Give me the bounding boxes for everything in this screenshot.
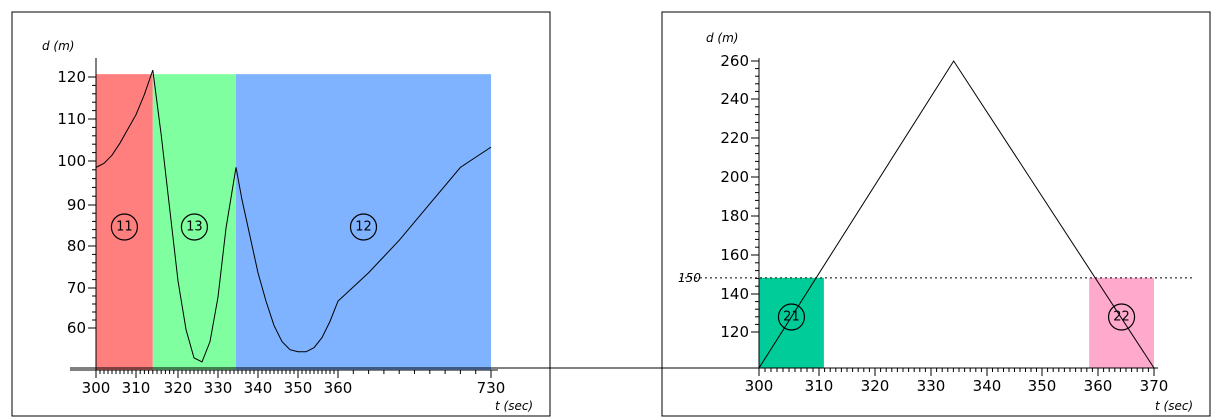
left-chart-region-marker-11 — [110, 213, 139, 241]
left-chart-y-tick-label: 80 — [67, 237, 86, 255]
right-chart-y-tick-label: 220 — [720, 129, 749, 147]
left-chart-x-axis-title: t (sec) — [495, 399, 533, 413]
left-chart-regions: 11 13 12 — [96, 74, 491, 370]
right-chart-region-marker-22 — [1107, 303, 1136, 331]
right-chart-reference-line-label: 150 — [678, 271, 701, 285]
left-chart-y-tick-label: 90 — [67, 196, 86, 214]
right-chart-x-tick-label: 350 — [1028, 377, 1057, 395]
left-chart-region-12 — [236, 74, 491, 370]
left-chart-region-label-11: 11 — [116, 220, 133, 235]
left-chart-axes: 300 310 320 330 340 350 360 730 60 70 80 90 100 110 12… — [57, 58, 505, 397]
left-chart-y-tick-label: 70 — [67, 279, 86, 297]
left-chart-y-tick-label: 110 — [57, 110, 86, 128]
right-chart-region-22 — [1089, 277, 1154, 368]
left-chart-region-label-12: 12 — [355, 220, 372, 235]
left-chart-region-marker-13 — [180, 213, 208, 241]
left-chart-region-13 — [152, 74, 236, 370]
right-panel-frame — [661, 11, 1211, 417]
right-chart-marks — [730, 60, 1155, 369]
right-chart-axes: 150 300 310 320 330 340 350 360 370 120 140 160 180 2… — [70, 52, 1192, 395]
right-chart-region-marker-21 — [777, 303, 806, 331]
right-chart-region-21 — [759, 277, 824, 368]
right-chart-y-axis-title: d (m) — [706, 31, 738, 45]
right-chart-y-tick-label: 200 — [720, 168, 749, 186]
right-chart-y-tick-label: 240 — [720, 90, 749, 108]
right-chart-x-tick-label: 370 — [1140, 377, 1169, 395]
right-chart-y-tick-label: 260 — [720, 52, 749, 70]
left-chart-y-tick-label: 100 — [57, 152, 86, 170]
left-chart: 11 13 12 300 310 320 330 340 350 360 730 60 70 80 90 1… — [42, 39, 533, 413]
right-chart-region-label-22: 22 — [1113, 310, 1130, 325]
left-chart-x-tick-label: 350 — [284, 379, 313, 397]
left-panel-frame — [11, 11, 551, 417]
left-chart-x-tick-label: 300 — [82, 379, 111, 397]
left-chart-x-tick-label: 330 — [204, 379, 233, 397]
right-chart-x-tick-label: 310 — [805, 377, 834, 395]
left-chart-series-line — [95, 69, 492, 363]
right-chart-y-tick-label: 120 — [720, 323, 749, 341]
right-chart-x-tick-label: 340 — [973, 377, 1002, 395]
right-chart: 21 22 150 300 310 320 330 340 350 360 370 120 140 16… — [70, 31, 1193, 413]
right-chart-regions: 21 22 — [759, 277, 1154, 368]
right-chart-y-tick-label: 160 — [720, 246, 749, 264]
left-chart-x-tick-label: 730 — [477, 379, 506, 397]
right-chart-x-tick-label: 330 — [917, 377, 946, 395]
left-chart-y-axis-title: d (m) — [42, 39, 74, 53]
right-chart-y-tick-label: 180 — [720, 207, 749, 225]
left-chart-y-tick-label: 120 — [57, 68, 86, 86]
left-chart-y-tick-label: 60 — [67, 319, 86, 337]
right-chart-x-tick-label: 320 — [861, 377, 890, 395]
right-chart-x-tick-label: 300 — [745, 377, 774, 395]
left-chart-x-tick-label: 360 — [324, 379, 353, 397]
right-chart-x-tick-label: 360 — [1084, 377, 1113, 395]
right-chart-series-line — [730, 60, 1155, 369]
left-chart-region-label-13: 13 — [186, 220, 203, 235]
right-chart-y-tick-label: 140 — [720, 285, 749, 303]
left-chart-region-marker-12 — [349, 213, 378, 241]
left-chart-x-tick-label: 340 — [244, 379, 273, 397]
right-chart-x-axis-title: t (sec) — [1155, 399, 1193, 413]
left-chart-x-tick-label: 310 — [122, 379, 151, 397]
left-chart-x-tick-label: 320 — [164, 379, 193, 397]
left-chart-region-11 — [96, 74, 153, 370]
left-chart-marks — [95, 69, 492, 363]
